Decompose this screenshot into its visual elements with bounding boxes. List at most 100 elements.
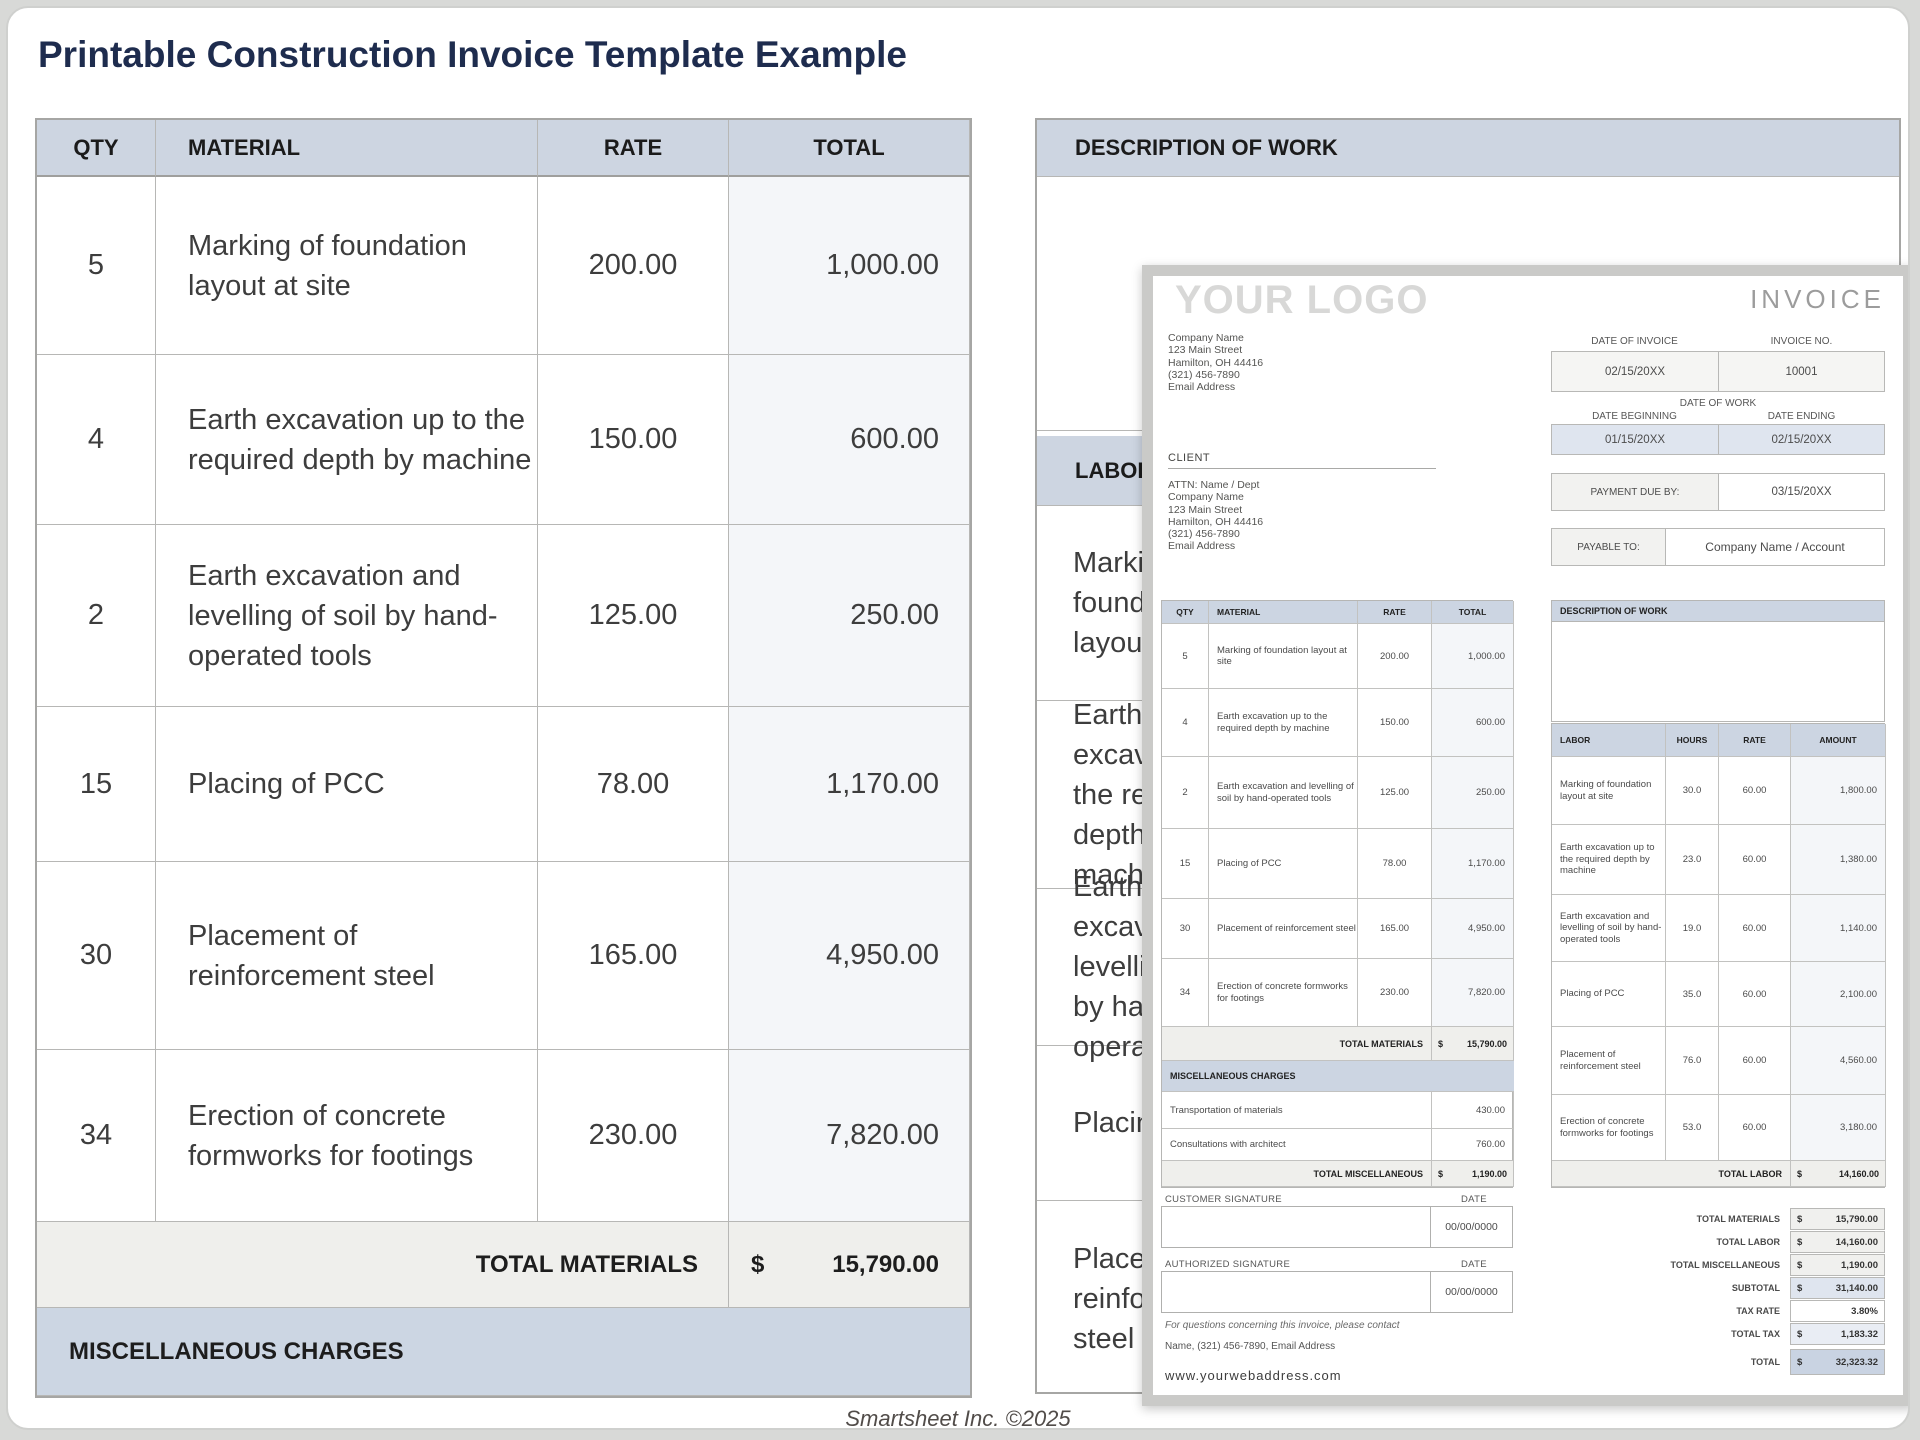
materials-cell-rate: 150.00: [538, 355, 729, 525]
col-header: QTY: [1162, 601, 1209, 624]
currency-symbol: $: [1797, 1282, 1803, 1294]
cell-rate: 60.00: [1719, 895, 1791, 962]
materials-cell-material: Earth excavation up to the required dept…: [156, 355, 538, 525]
date-beginning-field[interactable]: 01/15/20XX: [1551, 424, 1718, 455]
total-amount: 14,160.00: [1838, 1168, 1879, 1179]
cell-total: 4,950.00: [1432, 899, 1514, 959]
materials-total-label: TOTAL MATERIALS: [37, 1222, 729, 1308]
client-label: CLIENT: [1168, 452, 1211, 464]
materials-table: QTY MATERIAL RATE TOTAL 5 Marking of fou…: [35, 118, 972, 1398]
invoice-preview-overlay: YOUR LOGO INVOICE Company Name 123 Main …: [1142, 265, 1908, 1406]
cell-labor: Placement of reinforcement steel: [1552, 1027, 1666, 1095]
date-of-invoice-field[interactable]: 02/15/20XX: [1551, 351, 1718, 392]
description-of-work-header: DESCRIPTION OF WORK: [1551, 600, 1885, 622]
cell-amount: 1,800.00: [1791, 757, 1886, 825]
currency-symbol: $: [1797, 1328, 1803, 1340]
materials-cell-material: Marking of foundation layout at site: [156, 177, 538, 355]
summary-value: 32,323.32: [1835, 1356, 1878, 1368]
summary-value: 14,160.00: [1835, 1236, 1878, 1248]
date-beginning-label: DATE BEGINNING: [1592, 411, 1677, 422]
cell-rate: 60.00: [1719, 1027, 1791, 1095]
materials-cell-rate: 125.00: [538, 525, 729, 707]
client-address-block: ATTN: Name / Dept Company Name 123 Main …: [1168, 479, 1263, 553]
authorized-signature-label: AUTHORIZED SIGNATURE: [1165, 1259, 1291, 1270]
client-company: Company Name: [1168, 491, 1244, 504]
company-address-block: Company Name 123 Main Street Hamilton, O…: [1168, 332, 1263, 393]
col-header: LABOR: [1552, 724, 1666, 757]
description-of-work-box[interactable]: [1551, 622, 1885, 722]
invoice-no-field[interactable]: 10001: [1718, 351, 1885, 392]
payment-due-label: PAYMENT DUE BY:: [1551, 473, 1718, 511]
summary-row: TOTAL MATERIALS $15,790.00: [1551, 1208, 1885, 1230]
invoice-title: INVOICE: [1750, 284, 1885, 314]
contact-line: Name, (321) 456-7890, Email Address: [1165, 1341, 1336, 1352]
authorized-signature-box[interactable]: 00/00/0000: [1161, 1271, 1513, 1313]
materials-cell-qty: 2: [37, 525, 156, 707]
cell-rate: 150.00: [1358, 689, 1432, 757]
materials-cell-total: 600.00: [729, 355, 970, 525]
authorized-signature-date[interactable]: 00/00/0000: [1445, 1286, 1498, 1298]
col-header: TOTAL: [1432, 601, 1514, 624]
payable-to-field[interactable]: Company Name / Account: [1665, 528, 1885, 566]
summary-row-grand-total: TOTAL $32,323.32: [1551, 1349, 1885, 1375]
invoice-header-fields: DATE OF INVOICE INVOICE NO. 02/15/20XX 1…: [1551, 336, 1885, 566]
col-header: RATE: [1358, 601, 1432, 624]
company-street: 123 Main Street: [1168, 344, 1243, 357]
materials-cell-total: 4,950.00: [729, 862, 970, 1050]
cell-qty: 5: [1162, 624, 1209, 689]
summary-value: 31,140.00: [1835, 1282, 1878, 1294]
payment-due-field[interactable]: 03/15/20XX: [1718, 473, 1885, 511]
cell-amount: 1,380.00: [1791, 825, 1886, 895]
misc-desc: Consultations with architect: [1162, 1129, 1432, 1161]
customer-signature-date[interactable]: 00/00/0000: [1445, 1221, 1498, 1233]
cell-rate: 125.00: [1358, 757, 1432, 829]
cell-amount: 2,100.00: [1791, 962, 1886, 1027]
description-of-work-header: DESCRIPTION OF WORK: [1037, 120, 1899, 177]
col-header: AMOUNT: [1791, 724, 1886, 757]
cell-material: Placement of reinforcement steel: [1209, 899, 1358, 959]
invoice-materials-table: QTY MATERIAL RATE TOTAL 5 Marking of fou…: [1161, 600, 1514, 1188]
summary-row: SUBTOTAL $31,140.00: [1551, 1277, 1885, 1299]
cell-labor: Earth excavation and levelling of soil b…: [1552, 895, 1666, 962]
cell-hours: 30.0: [1666, 757, 1719, 825]
date-of-work-label: DATE OF WORK: [1679, 398, 1757, 409]
client-city: Hamilton, OH 44416: [1168, 515, 1264, 528]
customer-signature-area[interactable]: [1162, 1207, 1431, 1247]
company-logo-placeholder: YOUR LOGO: [1175, 278, 1429, 322]
cell-total: 1,170.00: [1432, 829, 1514, 899]
company-city: Hamilton, OH 44416: [1168, 356, 1264, 369]
page-title: Printable Construction Invoice Template …: [38, 34, 908, 75]
summary-value: 1,183.32: [1841, 1328, 1878, 1340]
date-ending-field[interactable]: 02/15/20XX: [1718, 424, 1885, 455]
summary-row: TOTAL MISCELLANEOUS $1,190.00: [1551, 1254, 1885, 1276]
cell-rate: 60.00: [1719, 1095, 1791, 1161]
cell-hours: 35.0: [1666, 962, 1719, 1027]
currency-symbol: $: [1797, 1356, 1803, 1368]
client-street: 123 Main Street: [1168, 503, 1243, 516]
materials-cell-rate: 78.00: [538, 707, 729, 862]
cell-hours: 23.0: [1666, 825, 1719, 895]
materials-total-value: $ 15,790.00: [729, 1222, 970, 1308]
customer-signature-box[interactable]: 00/00/0000: [1161, 1206, 1513, 1248]
summary-row: TOTAL TAX $1,183.32: [1551, 1323, 1885, 1345]
materials-cell-material: Placing of PCC: [156, 707, 538, 862]
client-phone: (321) 456-7890: [1168, 528, 1240, 541]
cell-rate: 60.00: [1719, 962, 1791, 1027]
currency-symbol: $: [1797, 1236, 1803, 1248]
cell-material: Earth excavation up to the required dept…: [1209, 689, 1358, 757]
cell-total: 600.00: [1432, 689, 1514, 757]
cell-material: Marking of foundation layout at site: [1209, 624, 1358, 689]
cell-hours: 53.0: [1666, 1095, 1719, 1161]
authorized-signature-area[interactable]: [1162, 1272, 1431, 1312]
company-email: Email Address: [1168, 381, 1236, 394]
client-email: Email Address: [1168, 540, 1236, 553]
cell-rate: 78.00: [1358, 829, 1432, 899]
website-link[interactable]: www.yourwebaddress.com: [1165, 1368, 1342, 1383]
date-label: DATE: [1461, 1194, 1487, 1205]
cell-labor: Placing of PCC: [1552, 962, 1666, 1027]
summary-value: 1,190.00: [1841, 1259, 1878, 1271]
materials-cell-total: 250.00: [729, 525, 970, 707]
col-header: MATERIAL: [1209, 601, 1358, 624]
materials-cell-total: 7,820.00: [729, 1050, 970, 1222]
summary-label: TOTAL MATERIALS: [1696, 1214, 1780, 1224]
